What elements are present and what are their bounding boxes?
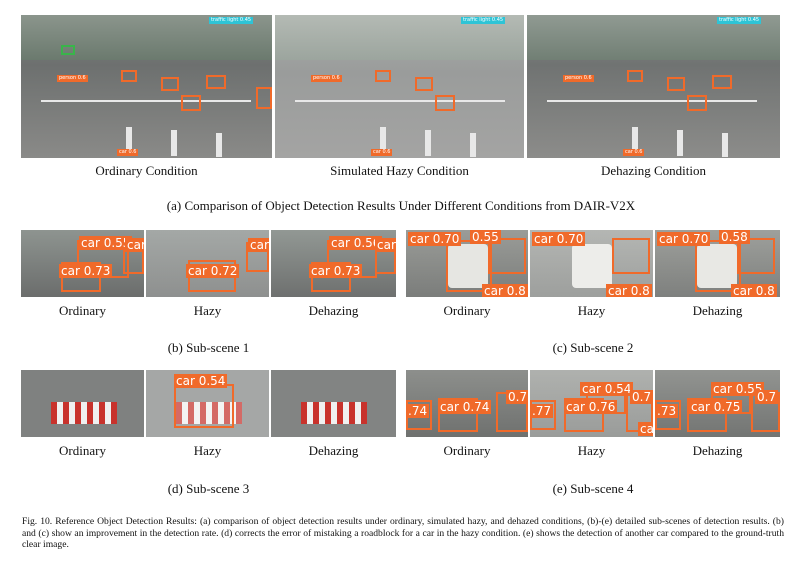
image-c-dehazing: car 0.70 0.58 car 0.8 <box>655 230 780 297</box>
tag-e-dh-3: car 0.55 <box>711 382 765 396</box>
image-d-dehazing <box>271 370 396 437</box>
tag-person: person 0.6 <box>57 75 88 82</box>
tag-c-ord-2: 0.55 <box>470 230 501 244</box>
tag-c-dh-1: car 0.70 <box>657 232 711 246</box>
tag-person: person 0.6 <box>563 75 594 82</box>
tag-e-dh-1: .73 <box>655 404 679 418</box>
tag-d-hazy-1: car 0.54 <box>174 374 228 388</box>
tag-e-ord-1: .74 <box>406 404 430 418</box>
tag-c-ord-1: car 0.70 <box>408 232 462 246</box>
image-a-dehazing: traffic light 0.45 person 0.6 car 0.6 <box>527 15 780 158</box>
image-d-hazy: car 0.54 <box>146 370 269 437</box>
tag-e-dh-2: car 0.75 <box>689 400 743 414</box>
label-d-ordinary: Ordinary <box>59 443 106 458</box>
tag-e-hazy-3: car 0.54 <box>580 382 634 396</box>
tag-car: car 0.6 <box>623 149 645 156</box>
label-a-ordinary: Ordinary Condition <box>95 163 198 178</box>
tag-b-dh-2: car 0.73 <box>309 264 363 278</box>
caption-e: (e) Sub-scene 4 <box>552 481 634 496</box>
tag-e-ord-3: 0.7 <box>506 390 528 404</box>
image-e-hazy: .77 car 0.76 car 0.54 0.7 ca <box>530 370 653 437</box>
tag-b-hazy-1: car 0.72 <box>186 264 240 278</box>
image-a-hazy: traffic light 0.45 person 0.6 car 0.6 <box>275 15 524 158</box>
tag-b-dh-1: car 0.56 <box>329 236 383 250</box>
image-c-hazy: car 0.70 car 0.8 <box>530 230 653 297</box>
tag-b-dh-3: car <box>375 238 396 252</box>
image-d-ordinary <box>21 370 144 437</box>
caption-d: (d) Sub-scene 3 <box>167 481 250 496</box>
tag-e-hazy-5: ca <box>638 422 653 436</box>
caption-a: (a) Comparison of Object Detection Resul… <box>166 198 636 213</box>
tag-b-ord-2: car 0.73 <box>59 264 113 278</box>
tag-e-hazy-4: 0.7 <box>630 390 653 404</box>
label-e-dehazing: Dehazing <box>692 443 743 458</box>
image-c-ordinary: car 0.70 0.55 car 0.8 <box>406 230 528 297</box>
tag-traffic-light: traffic light 0.45 <box>209 17 254 24</box>
tag-e-ord-2: car 0.74 <box>438 400 492 414</box>
caption-b: (b) Sub-scene 1 <box>167 340 250 355</box>
tag-b-hazy-2: car <box>248 238 269 252</box>
label-c-ordinary: Ordinary <box>443 303 491 318</box>
tag-traffic-light: traffic light 0.45 <box>717 17 762 24</box>
tag-c-hazy-1: car 0.70 <box>532 232 586 246</box>
tag-c-dh-3: car 0.8 <box>731 284 777 297</box>
tag-car: car 0.6 <box>371 149 393 156</box>
image-b-ordinary: car 0.55 car 0.73 car <box>21 230 144 297</box>
label-a-hazy: Simulated Hazy Condition <box>330 163 469 178</box>
tag-c-dh-2: 0.58 <box>719 230 750 244</box>
label-d-hazy: Hazy <box>193 443 222 458</box>
tag-b-ord-3: car <box>125 238 144 252</box>
tag-e-hazy-2: car 0.76 <box>564 400 618 414</box>
label-b-dehazing: Dehazing <box>308 303 359 318</box>
image-b-hazy: car 0.72 car <box>146 230 269 297</box>
tag-car: car 0.6 <box>117 149 139 156</box>
tag-e-hazy-1: .77 <box>530 404 554 418</box>
tag-c-hazy-2: car 0.8 <box>606 284 652 297</box>
label-e-ordinary: Ordinary <box>443 443 491 458</box>
label-c-hazy: Hazy <box>577 303 606 318</box>
tag-traffic-light: traffic light 0.45 <box>461 17 506 24</box>
image-e-ordinary: .74 car 0.74 0.7 <box>406 370 528 437</box>
figure-caption: Fig. 10. Reference Object Detection Resu… <box>22 516 784 551</box>
tag-person: person 0.6 <box>311 75 342 82</box>
image-a-ordinary: traffic light 0.45 person 0.6 car 0.6 <box>21 15 272 158</box>
image-b-dehazing: car 0.56 car 0.73 car <box>271 230 396 297</box>
tag-b-ord-1: car 0.55 <box>79 236 133 250</box>
label-c-dehazing: Dehazing <box>692 303 743 318</box>
tag-e-dh-4: 0.7 <box>755 390 779 404</box>
image-e-dehazing: .73 car 0.75 car 0.55 0.7 <box>655 370 780 437</box>
label-e-hazy: Hazy <box>577 443 606 458</box>
label-d-dehazing: Dehazing <box>308 443 359 458</box>
label-b-ordinary: Ordinary <box>59 303 106 318</box>
tag-c-ord-3: car 0.8 <box>482 284 528 297</box>
label-a-dehazing: Dehazing Condition <box>600 163 707 178</box>
label-b-hazy: Hazy <box>193 303 222 318</box>
caption-c: (c) Sub-scene 2 <box>552 340 634 355</box>
